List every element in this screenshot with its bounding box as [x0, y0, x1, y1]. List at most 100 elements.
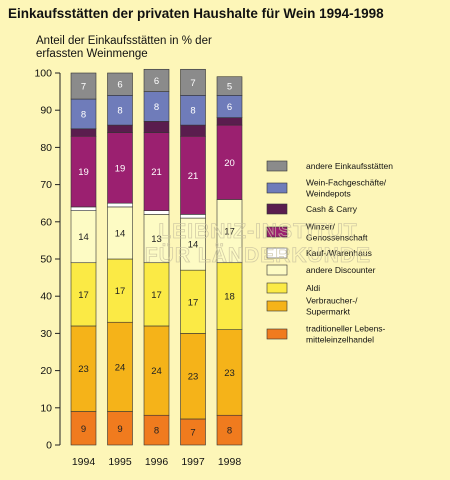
bar-segment — [107, 132, 133, 204]
chart-bars — [70, 68, 243, 446]
data-label: 17 — [224, 227, 235, 238]
data-label: 18 — [224, 292, 235, 303]
bar-segment — [216, 117, 243, 126]
y-tick-label: 20 — [40, 365, 52, 377]
y-tick-label: 80 — [40, 142, 52, 154]
data-label: 17 — [115, 286, 126, 297]
bar-segment — [143, 325, 170, 416]
data-label: 24 — [115, 362, 126, 373]
bar-segment — [107, 411, 133, 446]
legend-label: Verbraucher-/Supermarkt — [306, 296, 358, 317]
data-label: 23 — [78, 364, 89, 375]
data-label: 20 — [224, 158, 235, 169]
data-label: 17 — [188, 297, 199, 308]
data-label: 8 — [227, 426, 232, 437]
y-axis-label-line-2: erfassten Weinmenge — [36, 48, 148, 60]
legend-label: Winzer/Genossenschaft — [306, 222, 368, 243]
data-label: 13 — [151, 234, 162, 245]
data-label: 5 — [227, 82, 232, 93]
legend-label: andere Einkaufsstätten — [306, 161, 393, 171]
data-label: 7 — [190, 78, 195, 89]
y-axis-label-line-1: Anteil der Einkaufsstätten in % der — [36, 35, 212, 47]
data-label: 17 — [151, 290, 162, 301]
bar-segment — [70, 262, 97, 327]
bar-segment — [180, 217, 206, 271]
bar-segment — [216, 414, 243, 446]
bar-segment — [107, 95, 133, 126]
legend-label: Kauf-/Warenhaus — [306, 248, 372, 258]
legend-label: Wein-Fachgeschäfte/Weindepots — [306, 178, 387, 199]
bar-segment — [143, 210, 170, 215]
bar-segment — [107, 72, 133, 96]
data-label: 6 — [154, 76, 159, 87]
x-tick-label: 1998 — [218, 456, 242, 468]
data-label: 7 — [190, 427, 195, 438]
x-tick-label: 1994 — [72, 456, 96, 468]
legend-swatch — [266, 182, 288, 194]
data-label: 19 — [115, 163, 126, 174]
x-tick-label: 1995 — [108, 456, 132, 468]
data-label: 14 — [115, 228, 126, 239]
chart-value-labels: 9 23 17 14 19 8 7 9 24 17 14 19 8 6 8 24 17 13 21 8 6 7 23 17 14… — [78, 76, 235, 439]
data-label: 14 — [78, 232, 89, 243]
legend-label: Cash & Carry — [306, 204, 358, 214]
data-label: 6 — [117, 80, 122, 91]
legend-label: traditioneller Lebens-mitteleinzelhandel — [306, 324, 386, 345]
y-tick-label: 100 — [34, 68, 52, 80]
bar-segment — [216, 199, 243, 264]
chart-axes: 0 10 20 30 40 50 60 70 80 90 100 — [34, 68, 61, 452]
bar-segment — [216, 76, 243, 96]
bar-segment — [216, 329, 243, 416]
bar-segment — [107, 202, 133, 208]
legend-swatch — [266, 328, 288, 340]
y-tick-label: 0 — [46, 440, 52, 452]
bar-segment — [143, 214, 170, 264]
legend-label: Aldi — [306, 283, 320, 293]
bar-segment — [143, 121, 170, 133]
bar-segment — [143, 132, 170, 211]
y-tick-label: 90 — [40, 105, 52, 117]
y-tick-label: 50 — [40, 254, 52, 266]
bar-segment — [180, 269, 206, 334]
y-tick-label: 60 — [40, 216, 52, 228]
bar-segment — [143, 262, 170, 327]
bar-segment — [180, 124, 206, 137]
bar-segment — [70, 206, 97, 211]
data-label: 8 — [154, 102, 159, 113]
data-label: 17 — [78, 290, 89, 301]
x-tick-label: 1997 — [181, 456, 205, 468]
data-label: 8 — [117, 106, 122, 117]
chart-legend: andere Einkaufsstätten Wein-Fachgeschäfte… — [266, 160, 393, 345]
watermark-line-1: LEIBNIZ-INSTITUT — [158, 220, 357, 243]
y-tick-label: 30 — [40, 328, 52, 340]
y-tick-label: 40 — [40, 291, 52, 303]
legend-swatch — [266, 160, 288, 172]
legend-swatch — [266, 300, 288, 312]
data-label: 14 — [188, 240, 199, 251]
legend-swatch — [266, 282, 288, 294]
legend-swatch — [266, 226, 288, 238]
bar-segment — [180, 68, 206, 96]
watermark-line-2: FÜR LÄNDERKUNDE — [145, 244, 371, 267]
legend-label: andere Discounter — [306, 265, 376, 275]
x-axis-tick-labels: 1994 1995 1996 1997 1998 — [72, 456, 242, 468]
bar-segment — [70, 411, 97, 446]
bar-segment — [70, 325, 97, 412]
bar-segment — [107, 321, 133, 412]
legend-swatch — [266, 247, 288, 259]
bar-segment — [107, 206, 133, 260]
legend-swatch — [266, 203, 288, 215]
data-label: 23 — [224, 368, 235, 379]
data-label: 24 — [151, 366, 162, 377]
bar-segment — [70, 210, 97, 264]
bar-segment — [180, 135, 206, 215]
legend-swatch — [266, 264, 288, 276]
x-tick-label: 1996 — [145, 456, 169, 468]
bar-segment — [180, 95, 206, 126]
data-label: 7 — [81, 82, 86, 93]
chart-title: Einkaufsstätten der privaten Haushalte f… — [8, 6, 384, 21]
data-label: 8 — [190, 106, 195, 117]
y-tick-label: 10 — [40, 402, 52, 414]
